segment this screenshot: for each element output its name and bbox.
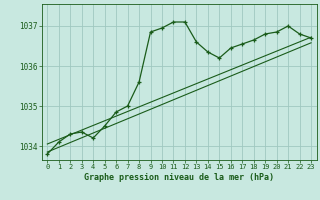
X-axis label: Graphe pression niveau de la mer (hPa): Graphe pression niveau de la mer (hPa) — [84, 173, 274, 182]
